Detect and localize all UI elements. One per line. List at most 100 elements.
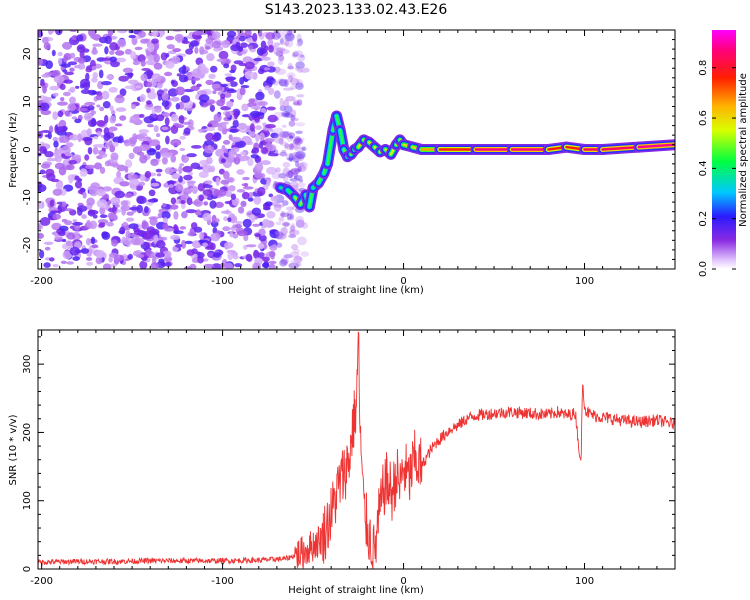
noise-speckle bbox=[240, 200, 247, 207]
noise-speckle bbox=[289, 143, 294, 151]
noise-speckle bbox=[155, 252, 165, 258]
noise-speckle bbox=[92, 214, 98, 219]
noise-speckle bbox=[181, 211, 188, 219]
noise-speckle bbox=[72, 256, 80, 261]
noise-speckle bbox=[287, 157, 294, 161]
noise-speckle bbox=[132, 133, 138, 142]
noise-speckle bbox=[54, 124, 59, 134]
noise-speckle bbox=[273, 47, 284, 56]
noise-speckle bbox=[38, 232, 44, 239]
noise-speckle bbox=[117, 38, 127, 48]
noise-speckle bbox=[64, 208, 74, 212]
noise-speckle bbox=[206, 156, 213, 165]
noise-speckle bbox=[191, 201, 201, 205]
x-tick-label: -200 bbox=[30, 576, 53, 587]
noise-speckle bbox=[112, 141, 119, 147]
snr-x-axis-label: Height of straight line (km) bbox=[288, 585, 424, 596]
noise-speckle bbox=[299, 162, 307, 168]
noise-speckle bbox=[281, 149, 287, 153]
noise-speckle bbox=[198, 94, 210, 103]
noise-speckle bbox=[125, 230, 131, 240]
noise-speckle bbox=[260, 56, 271, 61]
noise-speckle bbox=[295, 215, 305, 225]
noise-speckle bbox=[223, 262, 234, 269]
noise-speckle bbox=[110, 35, 118, 40]
noise-speckle bbox=[96, 199, 108, 209]
noise-speckle bbox=[199, 66, 209, 75]
noise-speckle bbox=[183, 127, 191, 135]
noise-speckle bbox=[235, 223, 242, 229]
noise-speckle bbox=[297, 38, 303, 46]
noise-speckle bbox=[293, 248, 301, 254]
noise-speckle bbox=[49, 210, 60, 214]
noise-speckle bbox=[68, 160, 78, 165]
noise-speckle bbox=[208, 73, 216, 79]
noise-speckle bbox=[179, 135, 186, 140]
noise-speckle bbox=[264, 201, 273, 207]
noise-speckle bbox=[104, 160, 111, 167]
noise-speckle bbox=[157, 93, 162, 102]
noise-speckle bbox=[114, 190, 125, 199]
noise-speckle bbox=[287, 65, 295, 70]
noise-speckle bbox=[171, 173, 181, 180]
noise-speckle bbox=[287, 30, 293, 37]
noise-speckle bbox=[55, 181, 63, 190]
noise-speckle bbox=[69, 246, 80, 256]
noise-speckle bbox=[150, 182, 160, 187]
noise-speckle bbox=[69, 134, 80, 141]
noise-speckle bbox=[277, 34, 282, 39]
y-tick-label: 100 bbox=[22, 491, 33, 510]
noise-speckle bbox=[52, 111, 59, 120]
noise-speckle bbox=[232, 119, 239, 128]
noise-speckle bbox=[214, 201, 224, 208]
noise-speckle bbox=[49, 125, 54, 134]
noise-speckle bbox=[150, 262, 159, 269]
noise-speckle bbox=[278, 137, 284, 145]
noise-speckle bbox=[274, 149, 279, 157]
noise-speckle bbox=[170, 113, 179, 122]
noise-speckle bbox=[173, 230, 184, 235]
noise-speckle bbox=[301, 222, 308, 229]
noise-speckle bbox=[156, 173, 162, 177]
noise-speckle bbox=[165, 60, 175, 69]
noise-speckle bbox=[59, 225, 69, 232]
noise-speckle bbox=[297, 69, 304, 73]
noise-speckle bbox=[138, 31, 146, 38]
noise-speckle bbox=[153, 234, 159, 243]
noise-speckle bbox=[186, 153, 197, 158]
noise-speckle bbox=[288, 229, 300, 236]
snr-line bbox=[38, 331, 675, 569]
noise-speckle bbox=[221, 40, 231, 48]
noise-speckle bbox=[170, 79, 175, 85]
noise-speckle bbox=[90, 182, 100, 189]
spectrogram-x-axis-label: Height of straight line (km) bbox=[288, 285, 424, 296]
noise-speckle bbox=[69, 96, 76, 104]
noise-speckle bbox=[162, 217, 168, 224]
noise-speckle bbox=[299, 54, 305, 58]
noise-speckle bbox=[202, 189, 213, 196]
noise-speckle bbox=[285, 38, 294, 48]
noise-speckle bbox=[209, 104, 215, 112]
noise-speckle bbox=[242, 176, 250, 181]
noise-speckle bbox=[181, 239, 187, 249]
noise-speckle bbox=[281, 227, 288, 237]
noise-speckle bbox=[216, 58, 227, 63]
noise-speckle bbox=[108, 140, 113, 148]
noise-speckle bbox=[115, 107, 127, 112]
noise-speckle bbox=[236, 230, 248, 237]
noise-speckle bbox=[204, 140, 215, 146]
noise-speckle bbox=[237, 122, 247, 130]
noise-speckle bbox=[139, 94, 146, 102]
noise-speckle bbox=[254, 233, 261, 238]
noise-speckle bbox=[198, 239, 209, 244]
noise-speckle bbox=[290, 167, 301, 175]
noise-speckle bbox=[128, 30, 134, 34]
noise-speckle bbox=[297, 53, 306, 62]
noise-speckle bbox=[289, 178, 300, 182]
noise-speckle bbox=[215, 148, 225, 157]
noise-speckle bbox=[279, 105, 286, 112]
noise-speckle bbox=[162, 203, 167, 208]
y-tick-label: 10 bbox=[22, 95, 33, 108]
noise-speckle bbox=[82, 191, 87, 199]
noise-speckle bbox=[263, 206, 271, 211]
